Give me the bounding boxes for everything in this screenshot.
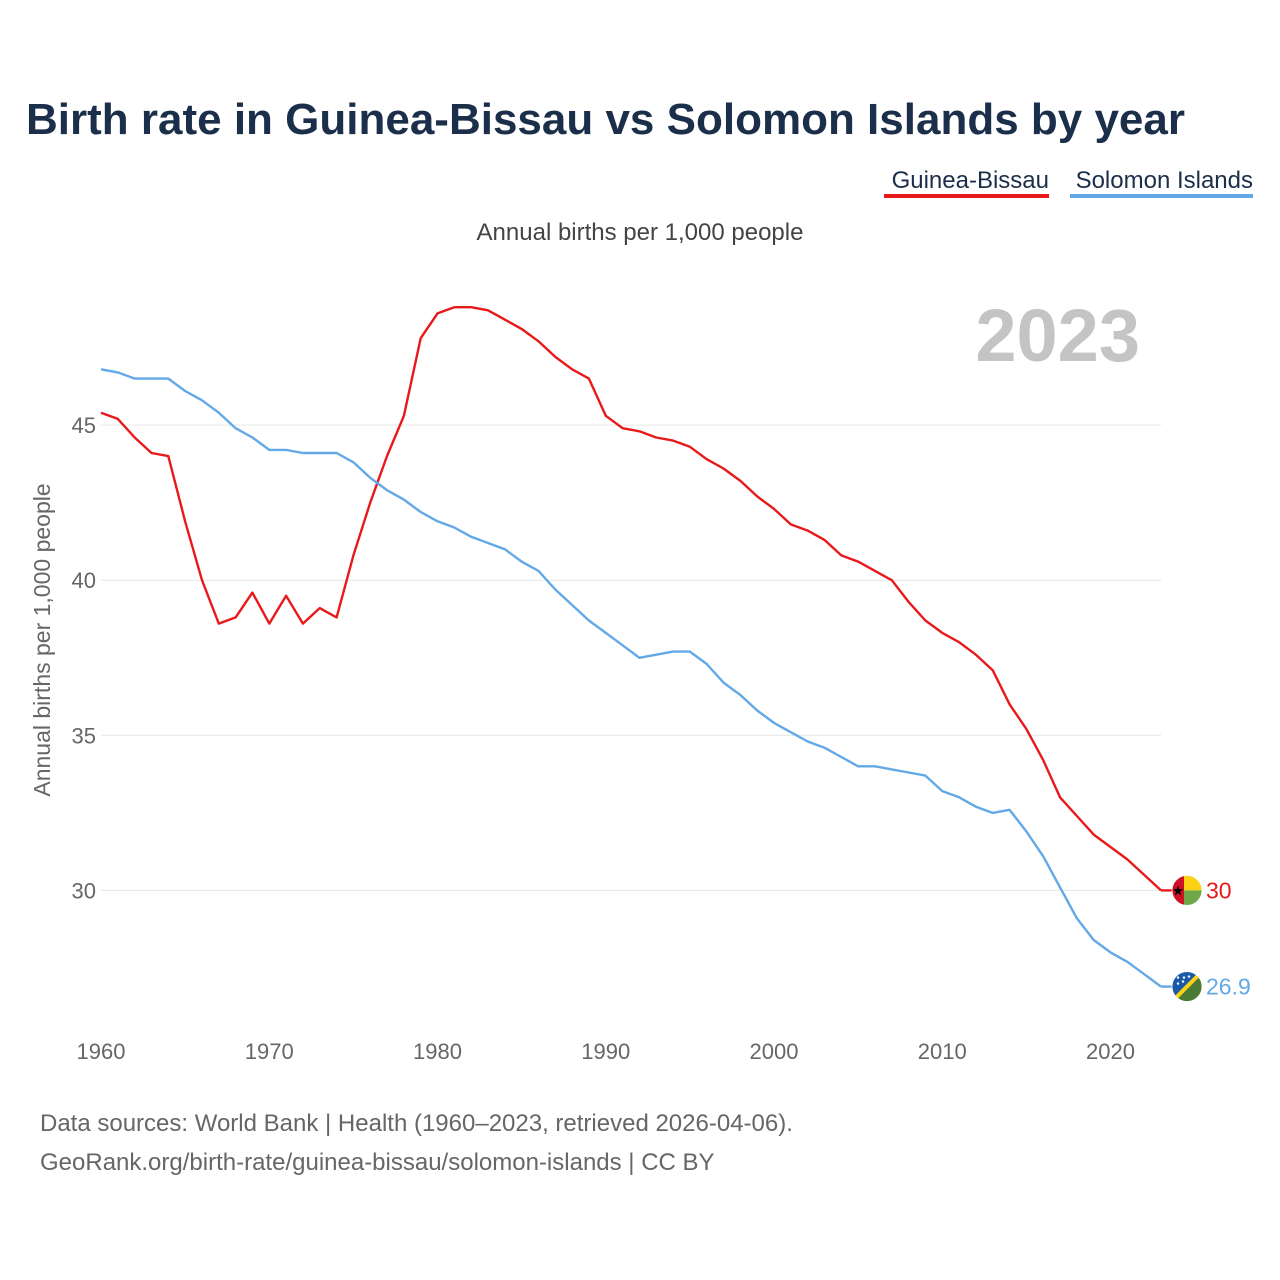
series-endpoints: ★ 30 26.9: [1161, 875, 1251, 1002]
series-lines: [100, 306, 1162, 988]
end-value-label-solomon-islands: 26.9: [1206, 974, 1251, 1000]
year-watermark: 2023: [975, 294, 1140, 377]
footer: Data sources: World Bank | Health (1960–…: [40, 1110, 793, 1176]
x-tick-label: 1970: [245, 1039, 294, 1064]
data-source-text: Data sources: World Bank | Health (1960–…: [40, 1110, 793, 1137]
y-tick-label: 45: [72, 413, 96, 438]
series-line-solomon-islands[interactable]: [100, 368, 1162, 988]
y-tick-label: 35: [72, 723, 96, 748]
legend-item-solomon-islands[interactable]: Solomon Islands: [1070, 167, 1253, 198]
x-axis-ticks: 1960 1970 1980 1990 2000 2010 2020: [77, 1039, 1135, 1064]
series-line-guinea-bissau[interactable]: [100, 306, 1162, 892]
legend-label-solomon-islands[interactable]: Solomon Islands: [1076, 167, 1253, 194]
legend-item-guinea-bissau[interactable]: Guinea-Bissau: [884, 167, 1049, 198]
solomon-islands-flag-icon: [1171, 971, 1203, 1002]
source-url-text[interactable]: GeoRank.org/birth-rate/guinea-bissau/sol…: [40, 1149, 715, 1176]
y-tick-label: 40: [72, 568, 96, 593]
x-tick-label: 2020: [1086, 1039, 1135, 1064]
legend: Guinea-Bissau Solomon Islands: [884, 167, 1253, 198]
x-tick-label: 2000: [750, 1039, 799, 1064]
legend-swatch-guinea-bissau: [884, 194, 1049, 198]
gridlines: [101, 424, 1161, 891]
y-tick-label: 30: [72, 878, 96, 903]
x-tick-label: 1980: [413, 1039, 462, 1064]
chart-subtitle: Annual births per 1,000 people: [477, 219, 804, 246]
legend-label-guinea-bissau[interactable]: Guinea-Bissau: [892, 167, 1049, 194]
x-tick-label: 1990: [581, 1039, 630, 1064]
chart-title: Birth rate in Guinea-Bissau vs Solomon I…: [26, 95, 1185, 144]
x-tick-label: 1960: [77, 1039, 126, 1064]
y-axis-label: Annual births per 1,000 people: [29, 483, 55, 796]
svg-text:★: ★: [1172, 883, 1185, 899]
y-axis-ticks: 30 35 40 45: [72, 413, 96, 903]
legend-swatch-solomon-islands: [1070, 194, 1253, 198]
guinea-bissau-flag-icon: ★: [1171, 875, 1203, 906]
x-tick-label: 2010: [918, 1039, 967, 1064]
end-value-label-guinea-bissau: 30: [1206, 877, 1232, 903]
